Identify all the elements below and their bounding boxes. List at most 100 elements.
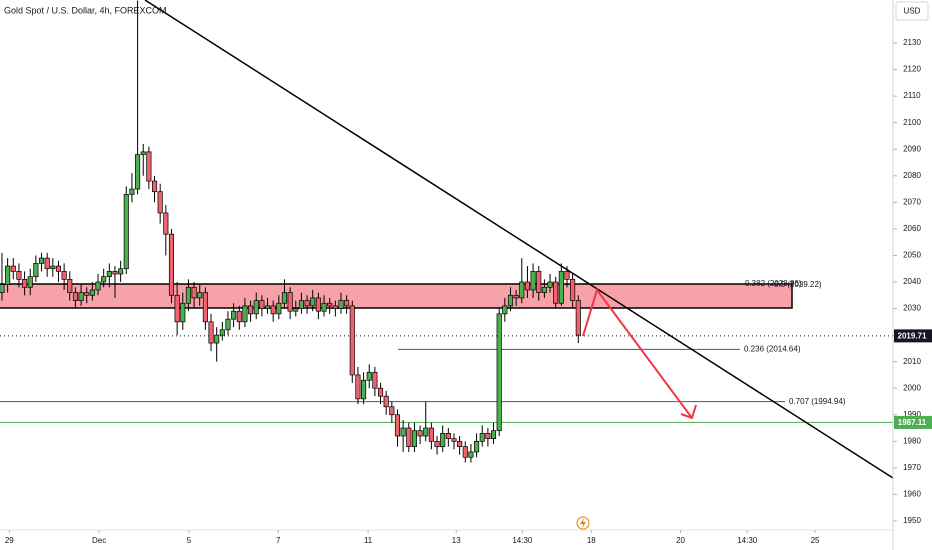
candle-body bbox=[16, 271, 22, 280]
y-tick-label: 1950 bbox=[903, 516, 921, 525]
x-tick-label: 14:30 bbox=[512, 536, 533, 545]
candle-body bbox=[231, 310, 237, 320]
candle-body bbox=[281, 292, 288, 304]
candle-body bbox=[394, 414, 401, 437]
candle-body bbox=[406, 427, 412, 447]
x-tick-label: 13 bbox=[452, 536, 461, 545]
candle-body bbox=[519, 281, 525, 299]
y-tick-label: 2090 bbox=[903, 144, 921, 153]
candle-body bbox=[287, 292, 293, 312]
candle-body bbox=[423, 427, 429, 437]
candle-body bbox=[101, 276, 107, 283]
candle-body bbox=[457, 440, 463, 447]
candle-body bbox=[118, 268, 124, 275]
candle-body bbox=[496, 313, 502, 432]
candle-body bbox=[197, 292, 203, 299]
arrow-head bbox=[680, 404, 697, 420]
candle-body bbox=[10, 265, 16, 272]
candle-body bbox=[191, 286, 197, 299]
arrow-path bbox=[582, 287, 693, 419]
candle-body bbox=[55, 265, 62, 272]
candle-body bbox=[219, 329, 225, 336]
candle-body bbox=[276, 302, 282, 315]
candle-body bbox=[530, 271, 536, 291]
supply-zone bbox=[0, 283, 793, 309]
fib-annotation: 0.382 (2028.86) bbox=[745, 279, 802, 288]
y-tick-label: 1970 bbox=[903, 463, 921, 472]
candle-body bbox=[78, 292, 84, 301]
candle-body bbox=[417, 430, 423, 437]
candle-body bbox=[38, 257, 45, 264]
x-tick-label: 18 bbox=[587, 536, 596, 545]
candle-body bbox=[315, 297, 321, 312]
projection-arrow bbox=[582, 287, 697, 420]
x-tick-label: Dec bbox=[92, 536, 106, 545]
candle-body bbox=[332, 305, 338, 309]
candle-body bbox=[304, 300, 310, 307]
candle-body bbox=[400, 427, 406, 437]
candle-body bbox=[513, 294, 519, 299]
candle-body bbox=[146, 151, 152, 182]
candle-body bbox=[462, 446, 468, 458]
x-tick-label: 7 bbox=[276, 536, 281, 545]
candle-body bbox=[140, 151, 146, 155]
chart-title: Gold Spot / U.S. Dollar, 4h, FOREXCOM bbox=[4, 5, 167, 15]
candle-body bbox=[248, 305, 254, 315]
candle-body bbox=[129, 188, 135, 195]
candle-body bbox=[67, 278, 73, 293]
event-icon-bolt bbox=[580, 518, 586, 528]
candle-body bbox=[389, 406, 395, 416]
candle-body bbox=[575, 300, 581, 336]
candle-body bbox=[536, 271, 542, 293]
candle-body bbox=[259, 300, 265, 309]
x-tick-label: 14:30 bbox=[737, 536, 758, 545]
price-label-box bbox=[894, 415, 932, 429]
fib-annotation: 0.5 (2039.22) bbox=[774, 280, 822, 289]
candle-body bbox=[377, 387, 384, 397]
candle-body bbox=[72, 292, 78, 301]
candle-body bbox=[123, 194, 129, 270]
marks bbox=[0, 0, 893, 463]
candle-body bbox=[264, 305, 271, 309]
candle-body bbox=[33, 263, 39, 278]
y-tick-label: 2130 bbox=[903, 38, 921, 47]
candle-body bbox=[50, 265, 56, 270]
price-label: 2019.71 bbox=[898, 331, 927, 340]
candle-body bbox=[89, 289, 95, 296]
fib-label: 0.707 (1994.94) bbox=[789, 397, 846, 406]
candle-body bbox=[208, 321, 214, 344]
candle-body bbox=[44, 257, 50, 270]
y-tick-label: 2100 bbox=[903, 118, 921, 127]
candle-body bbox=[163, 212, 169, 235]
candle-body bbox=[338, 300, 344, 309]
y-tick-label: 1980 bbox=[903, 436, 921, 445]
candle-body bbox=[372, 371, 378, 389]
candle-body bbox=[84, 292, 90, 296]
candle-body bbox=[355, 374, 361, 400]
y-tick-label: 2040 bbox=[903, 277, 921, 286]
currency: USD bbox=[904, 7, 921, 16]
candle-body bbox=[502, 305, 508, 315]
candle-body bbox=[157, 191, 163, 214]
x-tick-label: 20 bbox=[676, 536, 685, 545]
candle-body bbox=[242, 305, 248, 323]
x-tick-label: 5 bbox=[187, 536, 192, 545]
candle-body bbox=[558, 271, 564, 304]
candle-body bbox=[479, 432, 485, 442]
candle-body bbox=[524, 281, 530, 291]
candle-body bbox=[106, 271, 112, 278]
y-tick-label: 2120 bbox=[903, 65, 921, 74]
candle-body bbox=[236, 310, 242, 323]
x-tick-label: 11 bbox=[364, 536, 373, 545]
candle-body bbox=[214, 334, 220, 344]
y-tick-label: 2060 bbox=[903, 224, 921, 233]
candle-body bbox=[507, 294, 514, 307]
candle-body bbox=[327, 302, 333, 307]
candle-body bbox=[270, 305, 276, 315]
candle-body bbox=[366, 371, 372, 381]
y-tick-label: 2010 bbox=[903, 357, 921, 366]
currency-box[interactable] bbox=[895, 1, 929, 21]
